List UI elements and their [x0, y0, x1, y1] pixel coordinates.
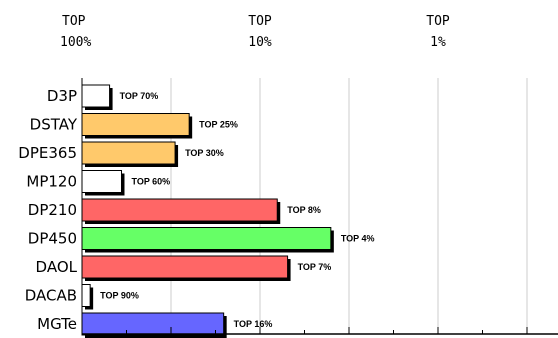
- bar: [81, 198, 278, 222]
- bar: [81, 312, 225, 336]
- bar: [81, 84, 111, 108]
- grid-lines: [170, 78, 528, 334]
- bar-value-label: TOP 4%: [341, 234, 375, 244]
- bar-value-label: TOP 8%: [287, 205, 321, 215]
- category-label: DACAB: [25, 287, 77, 305]
- x-tick-label: 10%: [248, 35, 272, 50]
- bar-value-label: TOP 90%: [100, 291, 139, 301]
- bar-value-label: TOP 70%: [120, 91, 159, 101]
- category-label: DPE365: [18, 144, 77, 162]
- x-tick-top-word: TOP: [62, 14, 86, 29]
- bar: [81, 170, 122, 193]
- bar: [81, 113, 190, 136]
- category-label: MGTe: [37, 315, 77, 333]
- bar: [81, 227, 332, 250]
- bar: [81, 284, 91, 307]
- x-tick-label: 100%: [60, 35, 91, 50]
- category-label: DP450: [28, 230, 77, 248]
- bar-value-label: TOP 16%: [234, 319, 273, 329]
- bar: [81, 141, 176, 165]
- category-labels: D3P DSTAY DPE365 MP120 DP210 DP450 DAOL DACAB MG…: [18, 87, 78, 333]
- x-tick-label: 1%: [430, 35, 446, 50]
- bars: TOP 70% TOP 25% TOP 30% TOP 60% TOP 8% TOP 4%…: [81, 84, 375, 338]
- category-label: MP120: [26, 173, 77, 191]
- x-axis: [81, 78, 558, 335]
- bar-value-label: TOP 60%: [131, 177, 170, 187]
- x-tick-top-word: TOP: [248, 14, 272, 29]
- category-label: DAOL: [36, 258, 78, 276]
- category-label: D3P: [47, 87, 77, 105]
- bar-value-label: TOP 25%: [199, 120, 238, 130]
- x-tick-top-word: TOP: [426, 14, 450, 29]
- category-label: DSTAY: [30, 116, 78, 134]
- category-label: DP210: [28, 201, 77, 219]
- bar-value-label: TOP 30%: [185, 148, 224, 158]
- bar-value-label: TOP 7%: [298, 262, 332, 272]
- bar: [81, 255, 289, 279]
